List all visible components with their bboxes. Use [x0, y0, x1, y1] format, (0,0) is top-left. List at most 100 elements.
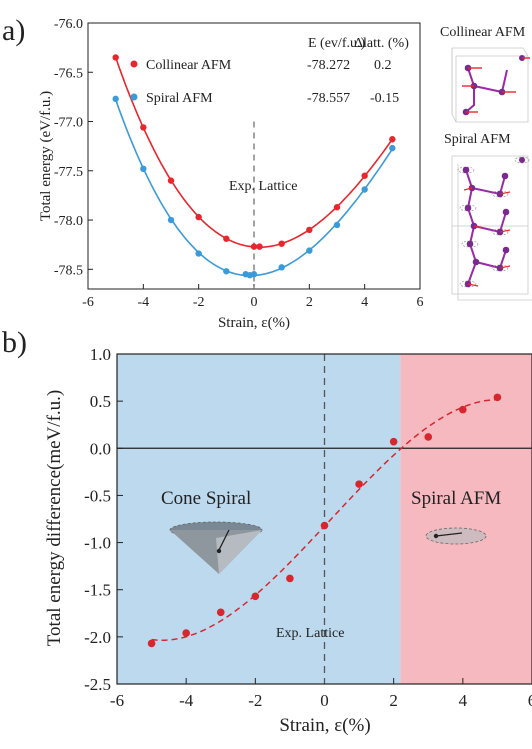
- data-point-energy-difference: [320, 521, 329, 530]
- panel-a-chart: -6 -4 -2 0 2 4 6 -76.0 -76.5 -77.0 -77.5 -78.0 -78.5…: [38, 17, 424, 331]
- data-point-energy-difference: [216, 608, 225, 617]
- inset-collinear-afm: Collinear AFM: [440, 25, 530, 123]
- data-point-spiral: [140, 165, 147, 173]
- panel-a-label: a): [2, 14, 25, 47]
- x-tick-label: 6: [417, 295, 424, 310]
- x-tick-label: 4: [459, 691, 468, 710]
- data-point-energy-difference: [459, 405, 467, 414]
- inset-collinear-bonds: [465, 67, 508, 113]
- legend-dlatt-collinear: 0.2: [374, 58, 392, 73]
- legend-label-collinear: Collinear AFM: [146, 58, 232, 73]
- data-point-collinear: [389, 136, 396, 143]
- legend-energy-collinear: -78.272: [307, 58, 350, 73]
- data-point-collinear: [306, 226, 313, 234]
- y-tick-label: -76.0: [54, 17, 83, 32]
- legend-marker-spiral: [130, 93, 138, 101]
- inset-spiral-cones: [457, 156, 530, 288]
- y-tick-label: -2.0: [84, 628, 111, 647]
- legend-energy-spiral: -78.557: [307, 91, 350, 106]
- data-point-collinear: [140, 124, 147, 131]
- panel-b-y-axis-label: Total energy difference(meV/f.u.): [44, 390, 65, 646]
- x-tick-label: 4: [361, 295, 368, 310]
- x-tick-label: 0: [320, 691, 329, 710]
- x-tick-label: -4: [179, 691, 194, 710]
- y-tick-label: -78.0: [54, 214, 83, 229]
- data-point-energy-difference: [355, 480, 363, 488]
- y-tick-label: -77.0: [54, 116, 83, 131]
- data-point-collinear: [333, 204, 341, 211]
- data-point-spiral: [306, 247, 313, 254]
- data-point-collinear: [361, 172, 368, 179]
- y-tick-label: 1.0: [90, 345, 111, 364]
- inset-spiral-cell: [451, 155, 532, 301]
- region-label-spiral-afm: Spiral AFM: [411, 488, 501, 509]
- x-tick-label: -6: [110, 691, 124, 710]
- y-tick-label: -0.5: [84, 486, 111, 505]
- panel-b-exp-lattice-label: Exp. Lattice: [276, 626, 344, 641]
- y-tick-label: -76.5: [54, 66, 83, 81]
- x-tick-label: -6: [82, 295, 94, 310]
- data-point-spiral: [223, 268, 230, 275]
- x-tick-label: 2: [389, 691, 398, 710]
- x-tick-label: 2: [306, 295, 313, 310]
- y-tick-label: 0.5: [90, 392, 111, 411]
- inset-collinear-cell: [451, 47, 529, 123]
- x-tick-label: -2: [248, 691, 262, 710]
- region-label-cone-spiral: Cone Spiral: [161, 488, 251, 509]
- y-tick-label: -2.5: [84, 675, 111, 694]
- x-tick-label: -2: [193, 295, 205, 310]
- legend-label-spiral: Spiral AFM: [146, 91, 213, 106]
- inset-spiral-afm: Spiral AFM: [444, 132, 532, 301]
- x-tick-label: 6: [528, 691, 532, 710]
- panel-a-ticks: -6 -4 -2 0 2 4 6 -76.0 -76.5 -77.0 -77.5 -78.0 -78.5: [54, 17, 424, 310]
- data-point-spiral: [250, 271, 258, 278]
- inset-spiral-spins: [463, 187, 511, 287]
- panel-b-label: b): [2, 326, 27, 359]
- data-point-spiral: [361, 186, 368, 193]
- data-point-spiral: [195, 250, 202, 257]
- data-point-energy-difference: [424, 433, 433, 441]
- x-tick-label: -4: [137, 295, 149, 310]
- data-point-spiral: [112, 95, 119, 103]
- y-tick-label: -1.0: [84, 534, 111, 553]
- spiral-afm-icon: [425, 527, 487, 545]
- inset-spiral-title: Spiral AFM: [444, 132, 511, 147]
- data-point-energy-difference: [147, 639, 156, 648]
- inset-spiral-atoms: [462, 157, 525, 288]
- table-header-dlatt: Δlatt. (%): [354, 36, 409, 51]
- legend-marker-collinear: [130, 60, 138, 68]
- data-point-collinear: [112, 54, 119, 61]
- panel-b-ticks: -6 -4 -2 0 2 4 6 1.0 0.5 0.0 -0.5 -1.0 -1.5 -2.0 -2.5: [84, 345, 532, 710]
- data-point-energy-difference: [389, 437, 398, 446]
- cone-spiral-icon: [169, 521, 263, 574]
- inset-collinear-spins: [462, 57, 530, 113]
- y-tick-label: -1.5: [84, 581, 111, 600]
- region-spiral-afm: [400, 354, 532, 684]
- data-point-energy-difference: [493, 393, 502, 402]
- inset-collinear-title: Collinear AFM: [440, 25, 526, 40]
- table-header-energy: E (ev/f.u.): [308, 36, 365, 51]
- panel-b-axes-frame: [116, 353, 532, 685]
- panel-a-fit-collinear: [114, 57, 393, 248]
- y-tick-label: 0.0: [90, 439, 111, 458]
- panel-b-chart: -6 -4 -2 0 2 4 61.00.50.0-0.5-1.0-1.5-2.0-2.5 …: [44, 345, 532, 736]
- data-point-spiral: [278, 264, 285, 271]
- data-point-spiral: [389, 144, 396, 152]
- y-tick-label: -78.5: [54, 263, 83, 278]
- data-point-energy-difference: [251, 592, 260, 601]
- data-point-spiral: [333, 221, 341, 229]
- panel-a-points: [112, 54, 396, 279]
- data-point-energy-difference: [182, 629, 190, 637]
- data-point-collinear: [250, 243, 258, 250]
- y-tick-label: -77.5: [54, 165, 83, 180]
- data-point-collinear: [195, 213, 202, 221]
- data-point-collinear: [256, 243, 263, 250]
- data-point-collinear: [167, 177, 175, 184]
- region-cone-spiral: [117, 354, 401, 684]
- panel-b-points: [147, 393, 502, 648]
- data-point-collinear: [278, 240, 285, 247]
- panel-b-x-axis-label: Strain, ε(%): [279, 715, 370, 736]
- panel-a-x-axis-label: Strain, ε(%): [218, 315, 290, 331]
- panel-a-exp-lattice-label: Exp. Lattice: [229, 179, 297, 194]
